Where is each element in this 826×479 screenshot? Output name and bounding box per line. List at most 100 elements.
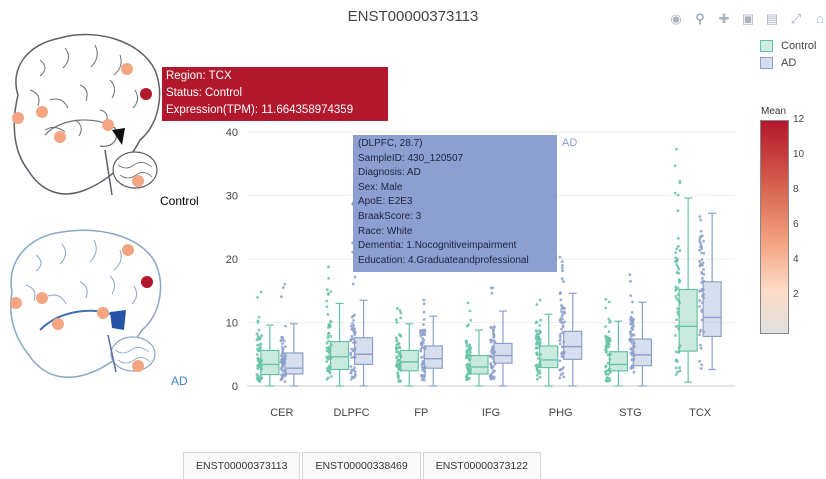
data-point[interactable] <box>604 365 608 369</box>
data-point[interactable] <box>699 367 703 370</box>
data-point[interactable] <box>394 346 398 350</box>
data-point[interactable] <box>674 285 678 289</box>
data-point[interactable] <box>699 218 703 222</box>
data-point[interactable] <box>604 346 608 350</box>
data-point[interactable] <box>698 305 701 308</box>
data-point[interactable] <box>535 374 539 377</box>
data-point[interactable] <box>534 335 538 338</box>
data-point[interactable] <box>281 351 284 355</box>
data-point[interactable] <box>535 303 539 306</box>
data-point[interactable] <box>397 342 401 345</box>
data-point[interactable] <box>702 251 706 255</box>
data-point[interactable] <box>559 320 563 324</box>
data-point[interactable] <box>560 266 564 270</box>
box-body[interactable] <box>493 342 513 364</box>
data-point[interactable] <box>702 239 705 243</box>
data-point[interactable] <box>350 375 354 379</box>
data-point[interactable] <box>538 298 542 302</box>
data-point[interactable] <box>327 265 330 269</box>
data-point[interactable] <box>675 358 678 362</box>
data-point[interactable] <box>397 364 401 368</box>
box-body[interactable] <box>399 349 419 372</box>
data-point[interactable] <box>351 322 354 326</box>
data-point[interactable] <box>607 345 611 349</box>
data-point[interactable] <box>538 340 542 344</box>
data-point[interactable] <box>536 339 539 343</box>
data-point[interactable] <box>468 347 471 351</box>
autoscale-icon[interactable]: ⤢ <box>790 11 802 26</box>
data-point[interactable] <box>700 310 703 313</box>
zoom-in-icon[interactable]: ▣ <box>741 11 755 26</box>
data-point[interactable] <box>352 319 356 322</box>
region-marker-control-ifg[interactable] <box>54 131 66 143</box>
data-point[interactable] <box>353 366 356 370</box>
data-point[interactable] <box>674 251 677 255</box>
data-point[interactable] <box>349 338 353 342</box>
data-point[interactable] <box>678 249 682 253</box>
data-point[interactable] <box>256 367 260 370</box>
data-point[interactable] <box>560 305 564 309</box>
data-point[interactable] <box>676 237 680 240</box>
data-point[interactable] <box>630 320 634 323</box>
data-point[interactable] <box>329 319 333 323</box>
box-body[interactable] <box>469 354 489 375</box>
data-point[interactable] <box>632 370 636 374</box>
region-marker-control-phg[interactable] <box>121 63 133 75</box>
data-point[interactable] <box>698 259 701 263</box>
data-point[interactable] <box>702 268 705 271</box>
data-point[interactable] <box>492 376 496 379</box>
data-point[interactable] <box>607 336 611 340</box>
data-point[interactable] <box>537 332 541 336</box>
data-point[interactable] <box>562 375 566 379</box>
box-body[interactable] <box>284 352 304 375</box>
data-point[interactable] <box>419 341 423 345</box>
region-marker-control-dlpfc[interactable] <box>36 106 48 118</box>
region-marker-control-stg[interactable] <box>102 119 114 131</box>
data-point[interactable] <box>698 238 702 242</box>
data-point[interactable] <box>560 314 564 318</box>
data-point[interactable] <box>534 337 538 340</box>
data-point[interactable] <box>558 255 562 259</box>
data-point[interactable] <box>699 346 703 350</box>
data-point[interactable] <box>418 329 422 333</box>
data-point[interactable] <box>423 368 426 372</box>
data-point[interactable] <box>534 329 538 333</box>
data-point[interactable] <box>630 347 633 350</box>
data-point[interactable] <box>260 334 264 337</box>
data-point[interactable] <box>678 180 682 183</box>
data-point[interactable] <box>281 342 285 346</box>
data-point[interactable] <box>561 269 565 273</box>
data-point[interactable] <box>607 330 611 334</box>
data-point[interactable] <box>559 368 562 371</box>
data-point[interactable] <box>394 336 398 340</box>
data-point[interactable] <box>538 369 542 373</box>
data-point[interactable] <box>701 276 704 280</box>
data-point[interactable] <box>282 339 286 343</box>
data-point[interactable] <box>351 282 355 286</box>
data-point[interactable] <box>396 371 400 375</box>
data-point[interactable] <box>420 356 423 359</box>
data-point[interactable] <box>698 299 702 303</box>
data-point[interactable] <box>256 377 260 381</box>
data-point[interactable] <box>673 191 677 195</box>
data-point[interactable] <box>699 242 703 246</box>
box-body[interactable] <box>423 345 443 369</box>
data-point[interactable] <box>325 360 329 364</box>
data-point[interactable] <box>396 358 400 362</box>
box-body[interactable] <box>563 330 583 360</box>
data-point[interactable] <box>608 339 612 343</box>
data-point[interactable] <box>628 338 631 342</box>
data-point[interactable] <box>396 376 400 380</box>
data-point[interactable] <box>465 378 469 382</box>
data-point[interactable] <box>422 378 426 382</box>
data-point[interactable] <box>350 356 353 360</box>
box-body[interactable] <box>260 349 280 376</box>
data-point[interactable] <box>559 310 563 313</box>
box-body[interactable] <box>678 288 698 352</box>
region-marker-ad-phg[interactable] <box>122 244 134 256</box>
data-point[interactable] <box>465 342 469 345</box>
data-point[interactable] <box>399 311 403 315</box>
data-point[interactable] <box>562 310 566 314</box>
data-point[interactable] <box>700 263 704 267</box>
data-point[interactable] <box>325 341 329 345</box>
